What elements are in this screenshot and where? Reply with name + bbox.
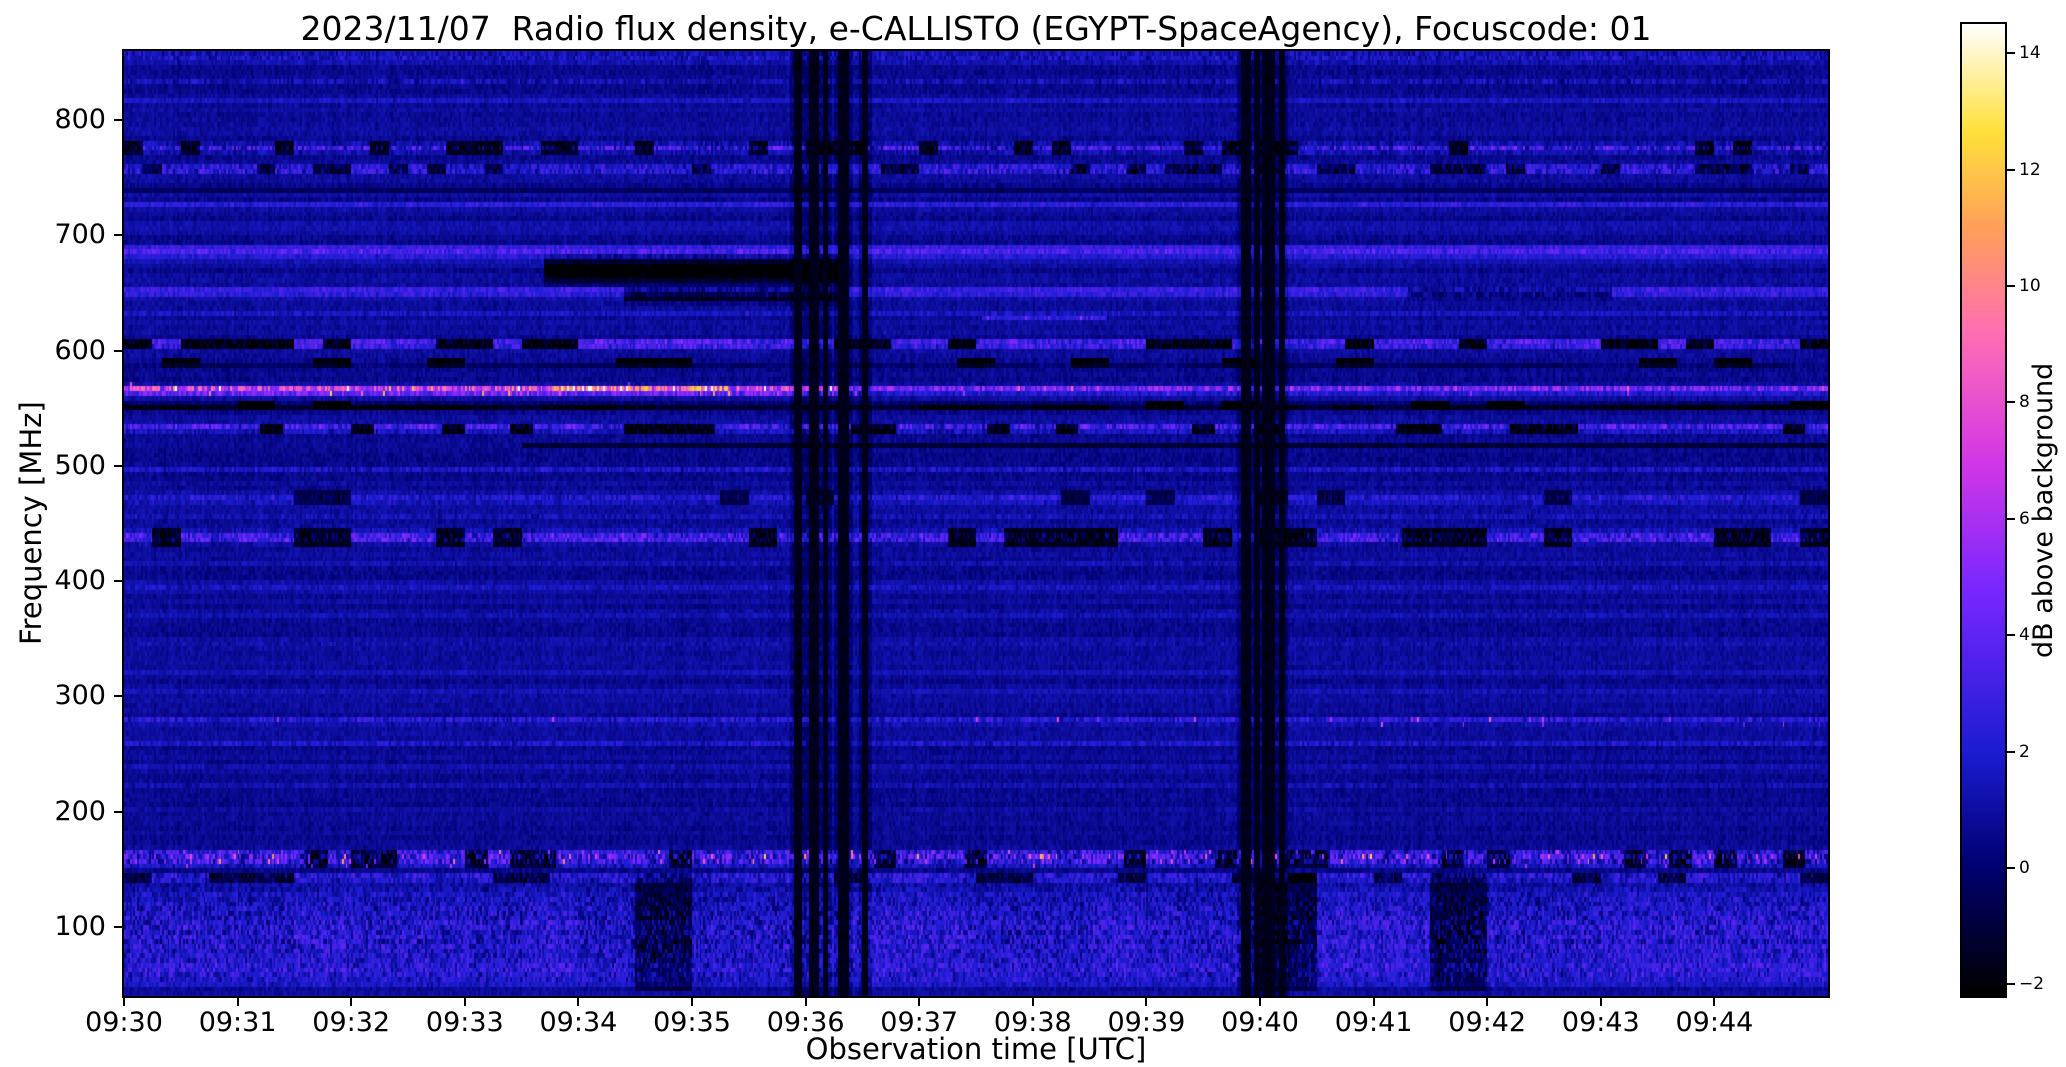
colorbar-tick-mark	[2007, 52, 2015, 55]
x-tick-label: 09:44	[1675, 1007, 1754, 1038]
x-tick-label: 09:37	[880, 1007, 959, 1038]
colorbar-tick-label: 12	[2019, 159, 2041, 180]
y-tick-mark	[114, 925, 122, 928]
colorbar-tick-label: 0	[2019, 857, 2030, 878]
y-tick-label: 200	[54, 795, 106, 827]
y-tick-mark	[114, 464, 122, 467]
x-tick-mark	[804, 998, 807, 1006]
chart-title: 2023/11/07 Radio flux density, e-CALLIST…	[300, 9, 1652, 48]
colorbar-tick-mark	[2007, 401, 2015, 404]
colorbar-tick-mark	[2007, 750, 2015, 753]
y-tick-label: 700	[54, 219, 106, 251]
colorbar-tick-label: −2	[2019, 974, 2045, 995]
x-tick-mark	[1713, 998, 1716, 1006]
x-tick-label: 09:38	[993, 1007, 1072, 1038]
x-tick-mark	[1599, 998, 1602, 1006]
y-tick-label: 100	[54, 910, 106, 942]
x-tick-label: 09:34	[539, 1007, 618, 1038]
y-tick-mark	[114, 810, 122, 813]
colorbar-tick-mark	[2007, 168, 2015, 171]
colorbar-tick-label: 2	[2019, 741, 2030, 762]
y-tick-label: 600	[54, 334, 106, 366]
colorbar-tick-label: 4	[2019, 625, 2030, 646]
x-tick-label: 09:43	[1561, 1007, 1640, 1038]
x-tick-mark	[1259, 998, 1261, 1006]
x-axis-label: Observation time [UTC]	[805, 1032, 1147, 1066]
y-tick-mark	[114, 580, 122, 583]
colorbar-tick-mark	[2007, 866, 2015, 869]
y-tick-mark	[114, 695, 122, 698]
x-tick-mark	[1372, 998, 1375, 1006]
x-tick-mark	[918, 998, 921, 1006]
x-tick-mark	[350, 998, 353, 1006]
x-tick-label: 09:39	[1107, 1007, 1186, 1038]
x-tick-label: 09:30	[85, 1007, 163, 1038]
x-tick-mark	[236, 998, 239, 1006]
x-tick-mark	[577, 998, 580, 1006]
colorbar-tick-label: 10	[2019, 275, 2041, 296]
x-tick-mark	[691, 998, 693, 1006]
x-tick-label: 09:32	[312, 1007, 391, 1038]
colorbar-label: dB above background	[2028, 362, 2059, 658]
x-tick-label: 09:40	[1221, 1007, 1299, 1038]
x-tick-label: 09:36	[766, 1007, 845, 1038]
colorbar-tick-label: 8	[2019, 392, 2030, 413]
y-tick-mark	[114, 349, 122, 352]
spectrogram-heatmap	[124, 51, 1828, 996]
y-axis-label: Frequency [MHz]	[14, 401, 48, 646]
colorbar-tick-mark	[2007, 983, 2015, 986]
colorbar-tick-label: 14	[2019, 43, 2041, 64]
x-tick-mark	[1145, 998, 1148, 1006]
y-tick-label: 800	[54, 104, 106, 136]
x-tick-mark	[123, 998, 125, 1006]
y-tick-label: 500	[54, 449, 106, 481]
y-tick-mark	[114, 119, 122, 122]
x-tick-label: 09:33	[425, 1007, 504, 1038]
x-tick-label: 09:42	[1448, 1007, 1527, 1038]
y-tick-label: 400	[54, 565, 106, 597]
colorbar-tick-label: 6	[2019, 508, 2030, 529]
colorbar-tick-mark	[2007, 284, 2015, 287]
x-tick-mark	[1031, 998, 1034, 1006]
y-tick-label: 300	[54, 680, 106, 712]
x-tick-mark	[463, 998, 466, 1006]
colorbar-gradient	[1962, 24, 2005, 996]
colorbar-tick-mark	[2007, 517, 2015, 520]
colorbar-tick-mark	[2007, 634, 2015, 637]
y-tick-mark	[114, 234, 122, 237]
x-tick-mark	[1486, 998, 1489, 1006]
x-tick-label: 09:35	[653, 1007, 731, 1038]
x-tick-label: 09:41	[1334, 1007, 1413, 1038]
x-tick-label: 09:31	[198, 1007, 277, 1038]
